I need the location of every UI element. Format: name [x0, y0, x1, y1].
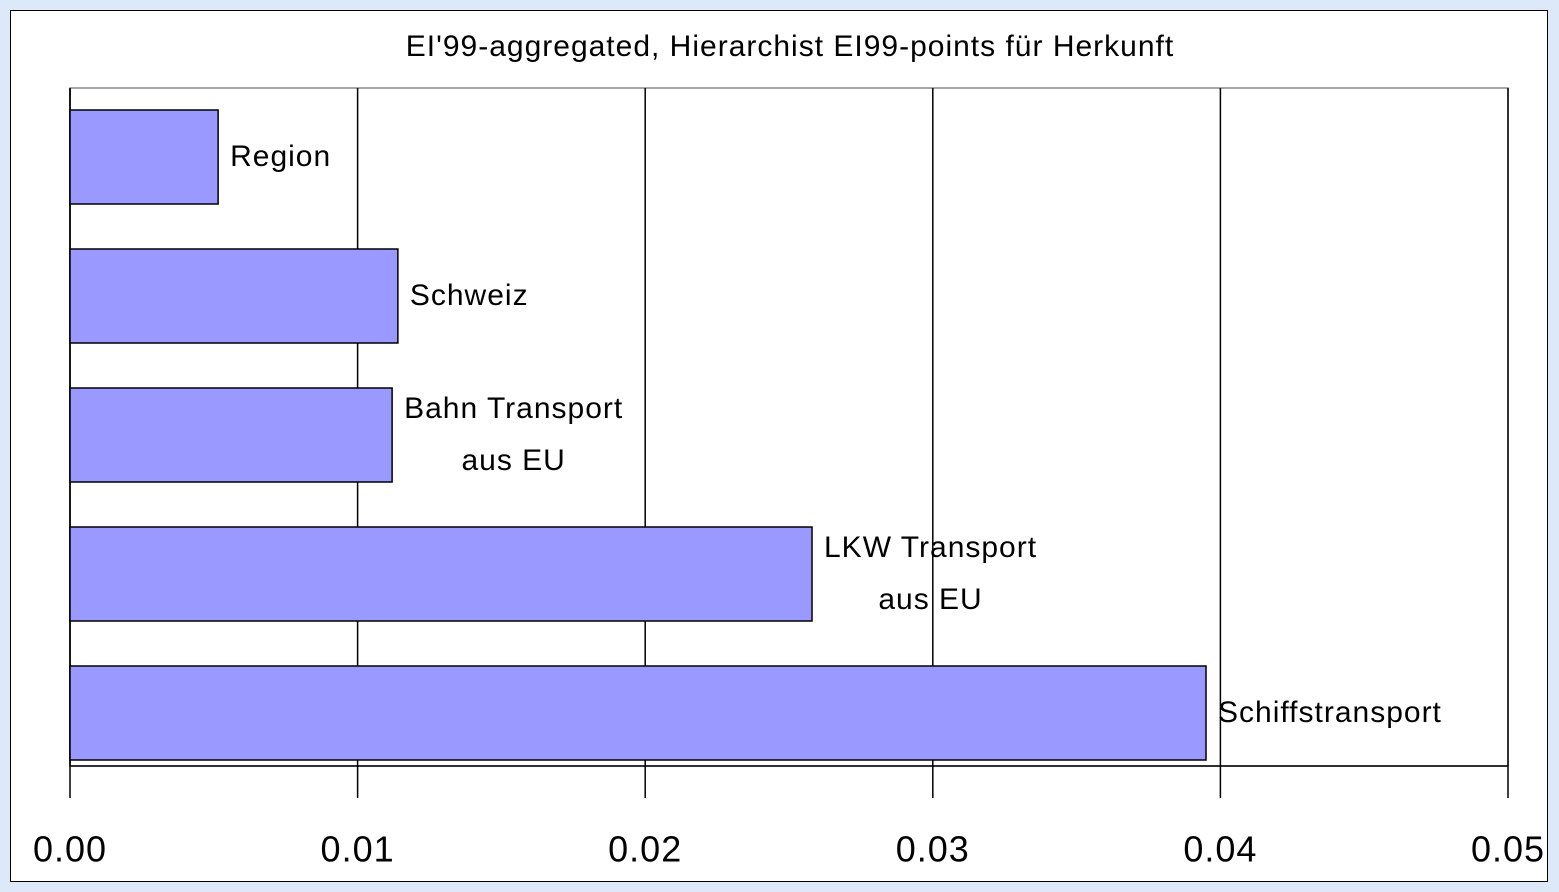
x-tick-label: 0.00	[33, 829, 107, 870]
category-label: Region	[230, 140, 332, 173]
x-tick-label: 0.02	[608, 829, 682, 870]
bar	[69, 665, 1207, 761]
x-tick-label: 0.04	[1183, 829, 1257, 870]
bar	[69, 109, 219, 205]
bar	[69, 248, 399, 344]
bar	[69, 387, 393, 483]
bar	[69, 526, 813, 622]
category-label: Bahn Transport aus EU	[404, 392, 624, 477]
category-label: Schweiz	[409, 279, 529, 312]
category-label: LKW Transport aus EU	[824, 531, 1038, 616]
chart-title: EI'99-aggregated, Hierarchist EI99-point…	[406, 30, 1174, 63]
x-tick-label: 0.05	[1471, 829, 1545, 870]
category-label: Schiffstransport	[1218, 696, 1442, 729]
x-tick-label: 0.01	[321, 829, 395, 870]
x-tick-label: 0.03	[896, 829, 970, 870]
